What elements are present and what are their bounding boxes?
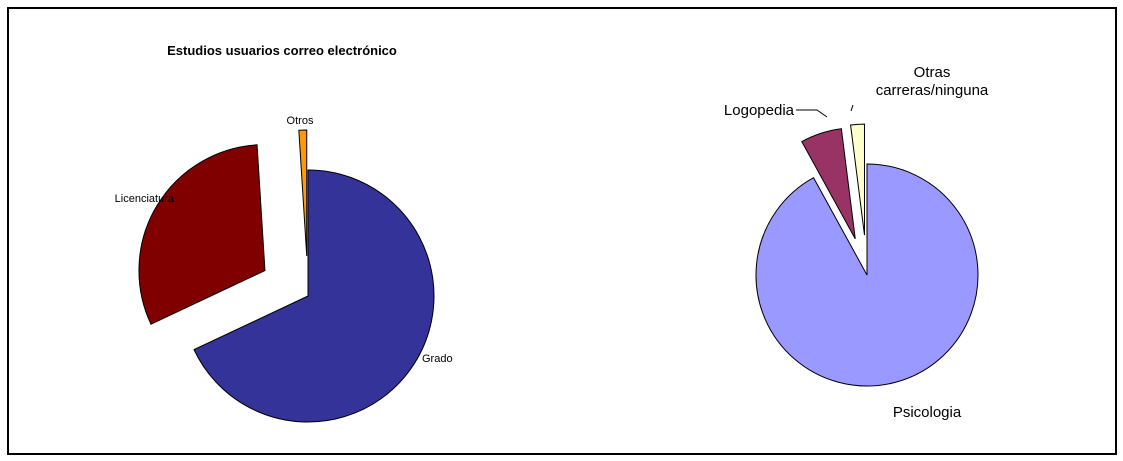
- slice-label-otros: Otros: [287, 115, 314, 127]
- pie-slice-licenciatura: [139, 145, 265, 324]
- pie-slice-otros: [299, 130, 307, 256]
- pie-chart-estudios: Grado Licenciatura Otros: [115, 115, 453, 422]
- slice-label-logopedia: Logopedia: [724, 102, 795, 119]
- leader-line-logopedia: [796, 110, 827, 117]
- chart-title: Estudios usuarios correo electrónico: [167, 43, 397, 58]
- pie-charts-canvas: Estudios usuarios correo electrónico Gra…: [9, 9, 1119, 457]
- slice-label-psicologia: Psicologia: [893, 404, 962, 421]
- chart-figure: Estudios usuarios correo electrónico Gra…: [7, 7, 1117, 455]
- pie-slice-psicologia: [756, 164, 978, 386]
- slice-label-otras-carreras-ninguna: Otras carreras/ninguna: [876, 64, 989, 99]
- pie-chart-carreras: Psicologia Logopedia Otras carreras/ninguna: [724, 64, 989, 421]
- slice-label-licenciatura: Licenciatura: [115, 193, 175, 205]
- slice-label-grado: Grado: [422, 353, 453, 365]
- leader-line-otras-carreras-ninguna: [851, 105, 853, 111]
